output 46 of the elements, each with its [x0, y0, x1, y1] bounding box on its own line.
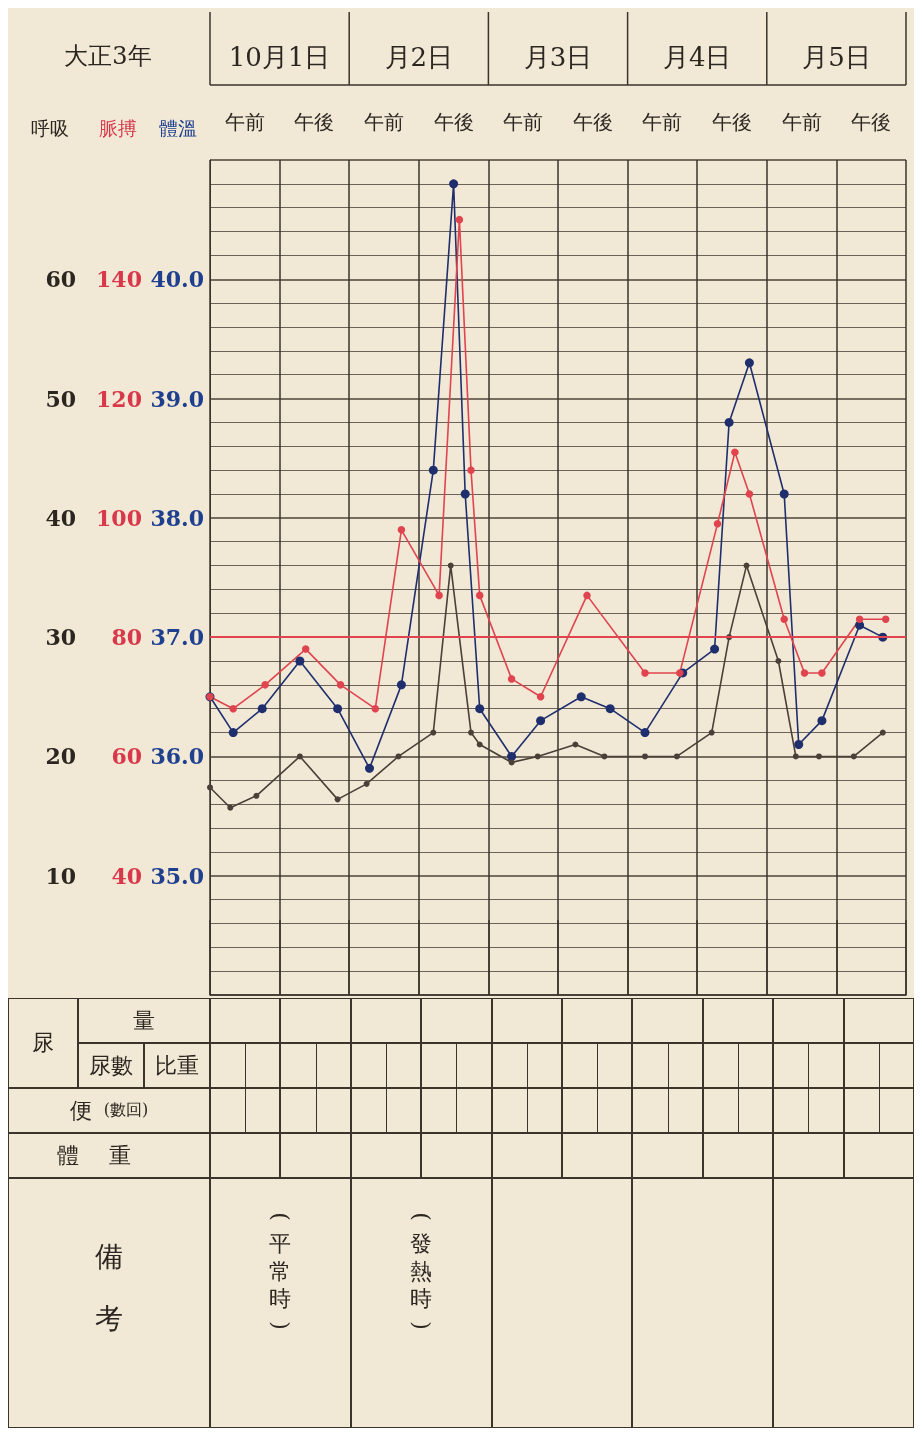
y-tick-label: 38.0	[150, 504, 204, 531]
remarks-table: (平常時) (發熱時)	[210, 1178, 914, 1428]
text: 大正3年	[64, 42, 152, 70]
y2-tick-label: 140	[96, 266, 142, 293]
text: 便	[69, 1096, 92, 1125]
x-tick-label: 月2日	[384, 42, 454, 72]
y3-tick-label: 40	[45, 504, 76, 531]
text: 午前	[781, 110, 822, 134]
text: 量	[133, 1006, 155, 1035]
y2-tick-label: 60	[111, 743, 142, 770]
y3-tick-label: 30	[45, 624, 76, 651]
y-tick-label: 35.0	[150, 862, 204, 889]
y-tick-label: 40.0	[150, 266, 204, 293]
y2-tick-label: 80	[111, 624, 142, 651]
text: 備考	[95, 1239, 123, 1336]
text: 午後	[294, 110, 335, 134]
y2-tick-label: 120	[96, 385, 142, 412]
y3-tick-label: 60	[45, 266, 76, 293]
y3-axis-title: 呼吸	[31, 117, 69, 139]
text: 尿	[32, 1029, 54, 1057]
y2-tick-label: 40	[111, 862, 142, 889]
y-tick-label: 37.0	[150, 624, 204, 651]
text: 午前	[503, 110, 544, 134]
x-tick-label: 10月1日	[228, 42, 331, 72]
text: 午後	[851, 110, 892, 134]
y-tick-label: 39.0	[150, 385, 204, 412]
text: 午後	[712, 110, 752, 134]
text: 午後	[433, 110, 474, 134]
y3-tick-label: 10	[45, 862, 76, 889]
text: 尿數	[89, 1051, 133, 1080]
y-axis-title: 體溫	[159, 117, 197, 139]
text: 午前	[364, 110, 404, 134]
y3-tick-label: 50	[45, 385, 76, 412]
y3-tick-label: 20	[45, 743, 76, 770]
x-tick-label: 月3日	[523, 42, 593, 72]
y2-tick-label: 100	[96, 504, 142, 531]
text: (數回)	[103, 1100, 149, 1121]
text: 午前	[642, 110, 683, 134]
x-tick-label: 月5日	[802, 42, 871, 72]
y-tick-label: 36.0	[150, 743, 204, 770]
x-tick-label: 月4日	[662, 42, 732, 72]
y2-axis-title: 脈搏	[99, 117, 137, 139]
text: 比重	[155, 1051, 199, 1080]
text: 午前	[224, 110, 265, 134]
text: 午後	[572, 110, 613, 134]
text: 體重	[57, 1141, 161, 1170]
